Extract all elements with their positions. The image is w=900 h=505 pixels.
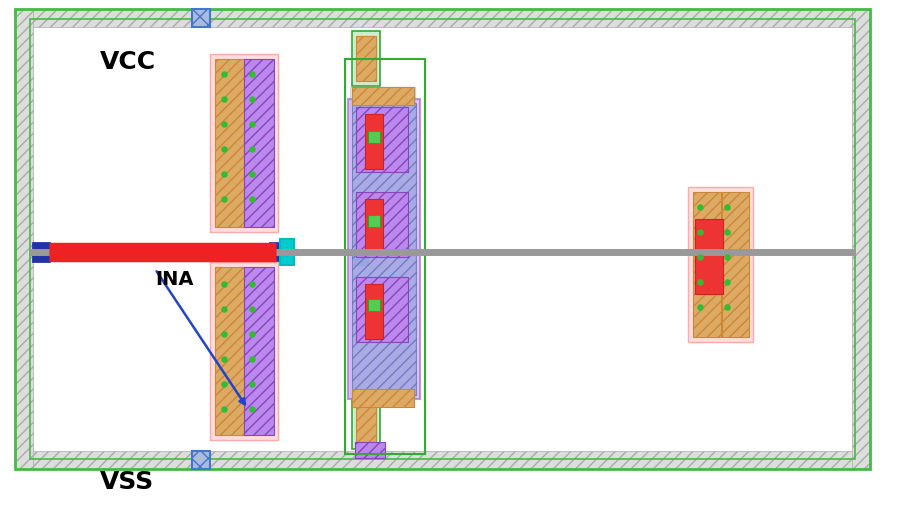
Point xyxy=(217,96,231,104)
Point xyxy=(693,204,707,212)
Bar xyxy=(368,299,380,312)
Bar xyxy=(356,277,408,342)
Bar xyxy=(695,220,723,294)
Bar xyxy=(15,451,870,469)
Bar xyxy=(693,192,721,337)
Text: INA: INA xyxy=(155,270,194,288)
Bar xyxy=(192,10,210,28)
Bar xyxy=(355,442,385,458)
Point xyxy=(720,228,734,236)
Point xyxy=(245,171,259,179)
Bar xyxy=(352,32,380,87)
Bar xyxy=(192,451,210,469)
Point xyxy=(217,280,231,288)
Bar xyxy=(365,115,383,170)
Bar xyxy=(33,243,49,262)
Bar xyxy=(215,268,245,435)
Text: VCC: VCC xyxy=(100,50,156,74)
Bar xyxy=(210,263,278,440)
Bar xyxy=(852,10,870,469)
Point xyxy=(245,195,259,204)
Point xyxy=(693,228,707,236)
Bar xyxy=(356,37,376,82)
Point xyxy=(245,145,259,154)
Bar xyxy=(356,108,408,173)
Bar xyxy=(352,389,414,407)
Point xyxy=(217,306,231,314)
Bar xyxy=(365,284,383,339)
Point xyxy=(217,195,231,204)
Point xyxy=(245,71,259,79)
Bar xyxy=(244,268,274,435)
Point xyxy=(217,171,231,179)
Bar xyxy=(215,60,245,228)
Point xyxy=(693,304,707,312)
Bar xyxy=(352,88,414,106)
Point xyxy=(720,204,734,212)
Bar xyxy=(356,405,376,443)
Text: VSS: VSS xyxy=(100,469,154,493)
Point xyxy=(245,380,259,388)
Bar xyxy=(348,100,420,399)
Point xyxy=(720,278,734,286)
Bar xyxy=(688,188,753,342)
Bar xyxy=(365,199,383,255)
Bar xyxy=(210,55,278,232)
Bar xyxy=(368,132,380,144)
Bar xyxy=(15,10,870,28)
Bar xyxy=(280,239,294,266)
Point xyxy=(217,405,231,413)
Point xyxy=(245,96,259,104)
Bar xyxy=(722,192,749,337)
Point xyxy=(245,306,259,314)
Bar xyxy=(244,60,274,228)
Bar xyxy=(368,216,380,228)
Point xyxy=(217,355,231,363)
Point xyxy=(245,355,259,363)
Point xyxy=(217,121,231,129)
Bar xyxy=(345,60,425,454)
Point xyxy=(217,380,231,388)
Bar xyxy=(352,104,416,395)
Bar xyxy=(15,10,33,469)
Point xyxy=(693,278,707,286)
Point xyxy=(720,254,734,262)
Point xyxy=(217,71,231,79)
Point xyxy=(245,330,259,338)
Point xyxy=(693,254,707,262)
Bar xyxy=(355,239,368,266)
Point xyxy=(217,145,231,154)
Point xyxy=(245,405,259,413)
Bar xyxy=(30,20,855,459)
Point xyxy=(245,121,259,129)
Bar xyxy=(352,399,380,449)
Bar xyxy=(270,243,282,262)
Bar xyxy=(356,192,408,258)
Point xyxy=(217,330,231,338)
Point xyxy=(720,304,734,312)
Point xyxy=(245,280,259,288)
Bar xyxy=(350,88,415,397)
